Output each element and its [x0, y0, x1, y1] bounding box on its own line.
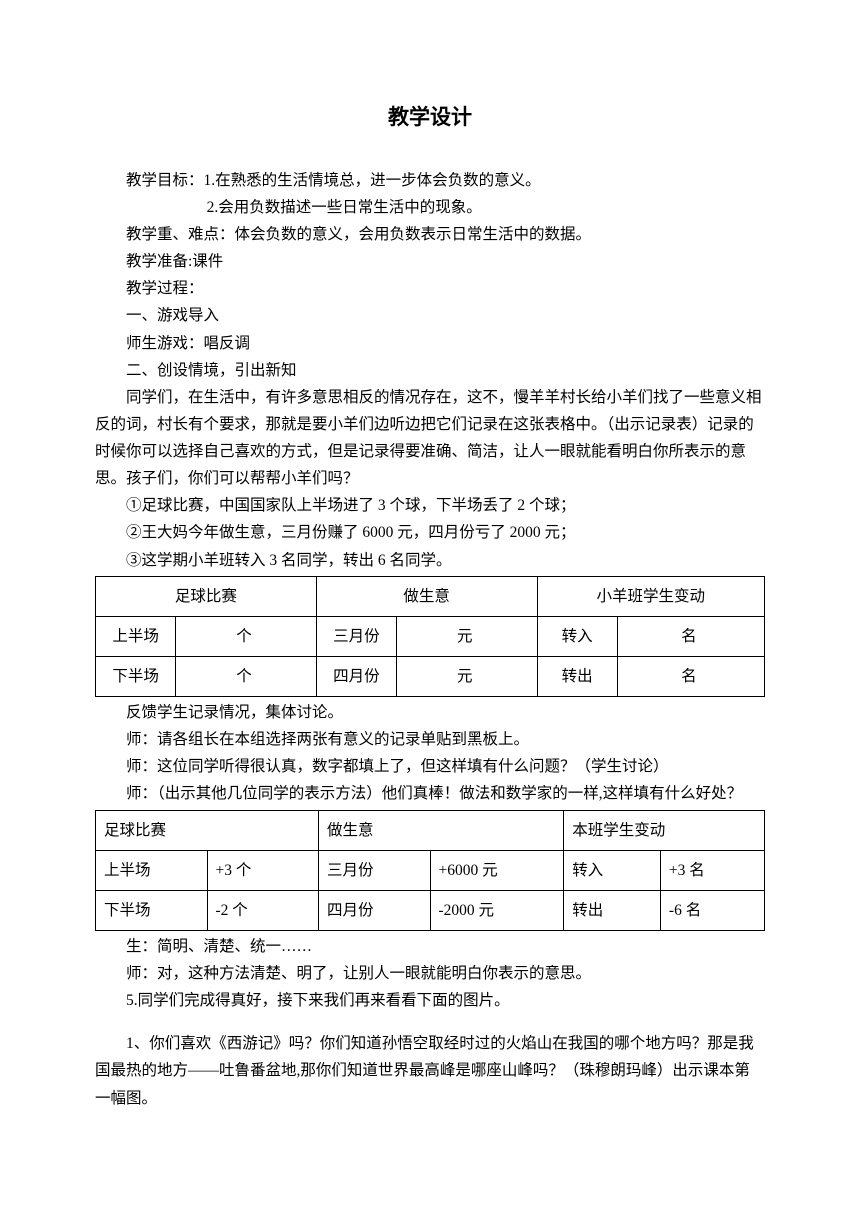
cell-unit: 元: [397, 616, 537, 656]
cell-label: 四月份: [316, 656, 396, 696]
header-business: 做生意: [319, 810, 564, 850]
blank-record-table: 足球比赛 做生意 小羊班学生变动 上半场 个 三月份 元 转入 名 下半场 个 …: [95, 576, 765, 697]
list-item-2: ②王大妈今年做生意，三月份赚了 6000 元，四月份亏了 2000 元；: [95, 519, 765, 546]
teacher-2: 师：这位同学听得很认真，数字都填上了，但这样填有什么问题？（学生讨论）: [95, 753, 765, 780]
process: 教学过程：: [95, 275, 765, 302]
table-row: 下半场 个 四月份 元 转出 名: [96, 656, 765, 696]
header-class: 小羊班学生变动: [537, 576, 765, 616]
table-row: 足球比赛 做生意 小羊班学生变动: [96, 576, 765, 616]
cell-value: -2000 元: [430, 890, 564, 930]
cell-unit: 名: [617, 616, 764, 656]
goal-2: 2.会用负数描述一些日常生活中的现象。: [95, 194, 765, 221]
cell-value: +6000 元: [430, 850, 564, 890]
table-row: 足球比赛 做生意 本班学生变动: [96, 810, 765, 850]
cell-label: 三月份: [316, 616, 396, 656]
cell-label: 下半场: [96, 890, 208, 930]
cell-label: 转出: [537, 656, 617, 696]
page-title: 教学设计: [95, 100, 765, 137]
header-business: 做生意: [316, 576, 537, 616]
feedback-line: 反馈学生记录情况，集体讨论。: [95, 699, 765, 726]
list-item-3: ③这学期小羊班转入 3 名同学，转出 6 名同学。: [95, 547, 765, 574]
cell-label: 下半场: [96, 656, 176, 696]
student-line: 生：简明、清楚、统一……: [95, 933, 765, 960]
cell-label: 上半场: [96, 616, 176, 656]
goal-1: 教学目标：1.在熟悉的生活情境总，进一步体会负数的意义。: [95, 167, 765, 194]
cell-unit: 个: [176, 616, 316, 656]
prep: 教学准备:课件: [95, 248, 765, 275]
cell-unit: 元: [397, 656, 537, 696]
cell-label: 转入: [537, 616, 617, 656]
teacher-3: 师：（出示其他几位同学的表示方法）他们真棒！做法和数学家的一样,这样填有什么好处…: [95, 780, 765, 807]
header-football: 足球比赛: [96, 576, 317, 616]
cell-unit: 名: [617, 656, 764, 696]
cell-unit: 个: [176, 656, 316, 696]
question-1: 1、你们喜欢《西游记》吗？你们知道孙悟空取经时过的火焰山在我国的哪个地方吗？那是…: [95, 1030, 765, 1111]
intro-text: 同学们，在生活中，有许多意思相反的情况存在，这不，慢羊羊村长给小羊们找了一些意义…: [95, 384, 765, 493]
table-row: 上半场 +3 个 三月份 +6000 元 转入 +3 名: [96, 850, 765, 890]
keypoint: 教学重、难点：体会负数的意义，会用负数表示日常生活中的数据。: [95, 221, 765, 248]
section-2: 二、创设情境，引出新知: [95, 357, 765, 384]
cell-value: -6 名: [660, 890, 764, 930]
cell-label: 上半场: [96, 850, 208, 890]
list-item-1: ①足球比赛，中国国家队上半场进了 3 个球，下半场丢了 2 个球；: [95, 492, 765, 519]
cell-value: +3 个: [207, 850, 319, 890]
table-row: 上半场 个 三月份 元 转入 名: [96, 616, 765, 656]
cell-label: 三月份: [319, 850, 431, 890]
done-line: 5.同学们完成得真好，接下来我们再来看看下面的图片。: [95, 987, 765, 1014]
filled-record-table: 足球比赛 做生意 本班学生变动 上半场 +3 个 三月份 +6000 元 转入 …: [95, 810, 765, 931]
cell-label: 转入: [564, 850, 661, 890]
cell-value: +3 名: [660, 850, 764, 890]
header-class: 本班学生变动: [564, 810, 765, 850]
game-line: 师生游戏：唱反调: [95, 330, 765, 357]
section-1: 一、游戏导入: [95, 302, 765, 329]
teacher-4: 师：对，这种方法清楚、明了，让别人一眼就能明白你表示的意思。: [95, 960, 765, 987]
cell-label: 转出: [564, 890, 661, 930]
header-football: 足球比赛: [96, 810, 319, 850]
cell-value: -2 个: [207, 890, 319, 930]
cell-label: 四月份: [319, 890, 431, 930]
teacher-1: 师：请各组长在本组选择两张有意义的记录单贴到黑板上。: [95, 726, 765, 753]
blank-line: [95, 1014, 765, 1030]
table-row: 下半场 -2 个 四月份 -2000 元 转出 -6 名: [96, 890, 765, 930]
